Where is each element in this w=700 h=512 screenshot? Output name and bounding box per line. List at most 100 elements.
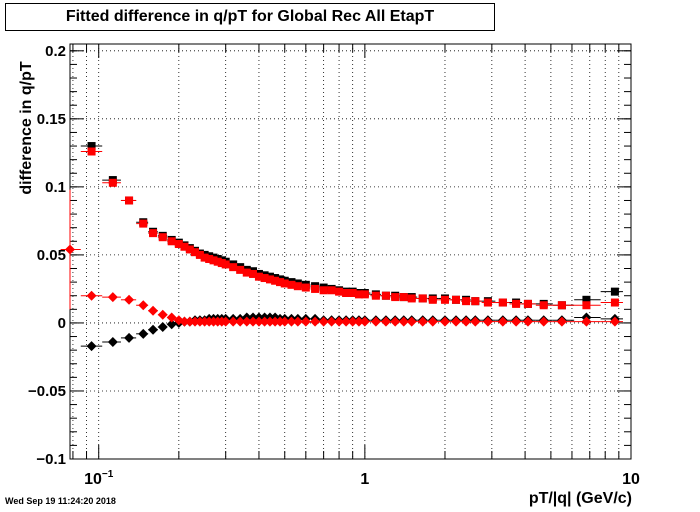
- data-point: [497, 316, 508, 327]
- data-point: [108, 178, 117, 187]
- data-point: [157, 309, 168, 320]
- data-point: [471, 297, 480, 306]
- y-tick-label: 0: [58, 315, 66, 332]
- data-point: [185, 245, 194, 254]
- data-point: [353, 316, 364, 327]
- data-point: [522, 316, 533, 327]
- data-point: [249, 269, 258, 278]
- data-point: [360, 290, 369, 299]
- data-point: [276, 278, 285, 287]
- data-point: [264, 316, 275, 327]
- data-point: [65, 244, 75, 255]
- data-point: [235, 316, 246, 327]
- data-point: [241, 316, 252, 327]
- chart-title: Fitted difference in q/pT for Global Rec…: [5, 3, 495, 31]
- data-point: [107, 292, 118, 303]
- data-point: [260, 274, 269, 283]
- data-point: [148, 324, 159, 335]
- data-point: [124, 332, 135, 343]
- data-point: [287, 280, 296, 289]
- data-point: [292, 316, 303, 327]
- data-point: [139, 219, 148, 228]
- data-point: [213, 257, 222, 266]
- data-point: [184, 316, 195, 327]
- data-point: [254, 272, 263, 281]
- data-point: [221, 260, 230, 269]
- data-point: [610, 287, 619, 296]
- data-point: [138, 328, 149, 339]
- data-point: [195, 250, 204, 259]
- data-point: [354, 290, 363, 299]
- data-point: [440, 295, 449, 304]
- data-point: [406, 316, 417, 327]
- data-point: [180, 242, 189, 251]
- y-tick-label: 0.05: [37, 247, 66, 264]
- data-point: [286, 316, 297, 327]
- data-point: [390, 316, 401, 327]
- data-point: [311, 284, 320, 293]
- data-point: [439, 316, 450, 327]
- y-tick-label: 0.1: [45, 179, 66, 196]
- data-point: [148, 305, 159, 316]
- data-point: [86, 341, 97, 352]
- data-point: [334, 316, 345, 327]
- data-point: [86, 290, 97, 301]
- data-point: [138, 300, 149, 311]
- data-point: [557, 301, 566, 310]
- data-point: [248, 316, 259, 327]
- data-point: [582, 295, 591, 304]
- data-point: [157, 322, 168, 333]
- data-point: [483, 298, 492, 307]
- data-point: [417, 316, 428, 327]
- data-point: [348, 289, 357, 297]
- data-point: [462, 297, 471, 306]
- data-point: [428, 295, 437, 304]
- data-point: [335, 287, 344, 296]
- data-point: [149, 229, 158, 238]
- y-tick-label: −0.05: [28, 383, 66, 400]
- data-point: [167, 237, 176, 246]
- data-point: [301, 283, 310, 292]
- y-tick-label: −0.1: [36, 451, 66, 468]
- data-point: [498, 298, 507, 307]
- timestamp: Wed Sep 19 11:24:20 2018: [5, 496, 116, 506]
- data-point: [319, 286, 328, 295]
- data-point: [125, 196, 134, 205]
- data-point: [582, 301, 591, 310]
- data-point: [512, 299, 521, 308]
- data-point: [279, 316, 290, 327]
- data-point: [523, 299, 532, 308]
- data-point: [461, 316, 472, 327]
- data-point: [209, 256, 218, 265]
- y-tick-label: 0.2: [45, 43, 66, 60]
- data-point: [87, 142, 96, 151]
- y-axis-label: difference in q/pT: [18, 61, 35, 195]
- data-point: [418, 294, 427, 303]
- data-point: [271, 276, 280, 285]
- data-point: [482, 316, 493, 327]
- data-point: [87, 147, 96, 156]
- data-point: [399, 293, 408, 302]
- data-point: [380, 316, 391, 327]
- data-point: [229, 263, 238, 272]
- x-tick-label: 10: [622, 471, 640, 488]
- data-point: [511, 316, 522, 327]
- x-tick-label: 10−1: [84, 469, 114, 488]
- data-point: [539, 301, 548, 310]
- x-tick-label: 1: [360, 471, 369, 488]
- data-point: [200, 253, 209, 262]
- data-point: [470, 316, 481, 327]
- data-point: [341, 316, 352, 327]
- data-point: [280, 279, 289, 288]
- data-point: [450, 316, 461, 327]
- data-point: [381, 291, 390, 300]
- data-point: [610, 298, 619, 307]
- data-point: [228, 316, 239, 327]
- data-point: [370, 316, 381, 327]
- data-point: [538, 316, 549, 327]
- data-point: [205, 254, 214, 263]
- data-point: [107, 336, 118, 347]
- data-point: [166, 319, 177, 330]
- data-point: [220, 316, 231, 327]
